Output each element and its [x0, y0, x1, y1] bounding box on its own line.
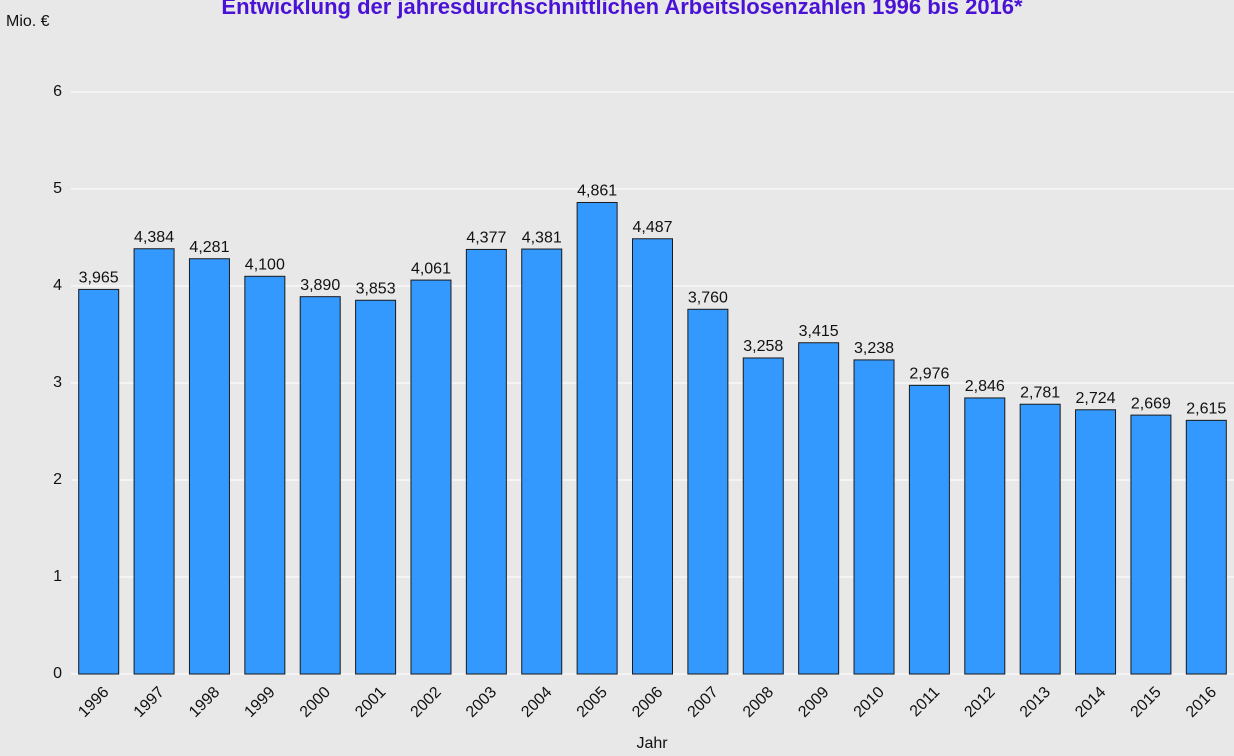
value-label: 4,281	[189, 239, 229, 256]
value-label: 4,861	[577, 183, 617, 200]
value-label: 3,965	[79, 270, 119, 287]
value-label: 4,384	[134, 229, 174, 246]
bar	[964, 397, 1006, 675]
value-label: 4,100	[245, 257, 285, 274]
value-label: 3,890	[300, 277, 340, 294]
chart-title: Entwicklung der jahresdurchschnittlichen…	[221, 0, 1023, 19]
bar	[188, 258, 230, 675]
value-label: 2,781	[1020, 384, 1060, 401]
bar	[1075, 409, 1117, 675]
bar	[853, 359, 895, 675]
bar	[521, 248, 563, 675]
bar	[1019, 403, 1061, 675]
y-tick-label: 2	[53, 471, 62, 488]
value-label: 4,381	[522, 229, 562, 246]
value-label: 2,724	[1076, 390, 1116, 407]
value-label: 3,760	[688, 289, 728, 306]
bar	[465, 248, 507, 675]
y-tick-label: 6	[53, 83, 62, 100]
bar	[798, 342, 840, 675]
x-axis-label: Jahr	[636, 735, 668, 752]
y-axis-label: Mio. €	[6, 13, 50, 30]
bar	[632, 238, 673, 675]
bar	[576, 201, 618, 675]
bar	[133, 248, 175, 675]
bar	[1130, 414, 1172, 675]
value-label: 2,846	[965, 378, 1005, 395]
y-tick-label: 5	[53, 180, 62, 197]
value-label: 3,415	[799, 323, 839, 340]
value-label: 4,377	[466, 230, 506, 247]
value-label: 3,238	[854, 340, 894, 357]
bar	[299, 296, 341, 675]
bar	[410, 279, 452, 675]
y-tick-label: 1	[53, 568, 62, 585]
value-label: 3,853	[356, 280, 396, 297]
bar	[687, 308, 729, 675]
bar	[908, 384, 950, 675]
y-tick-label: 4	[53, 277, 62, 294]
value-label: 4,487	[632, 219, 672, 236]
value-label: 2,976	[909, 366, 949, 383]
bar	[742, 357, 784, 675]
bar	[1185, 419, 1227, 675]
y-tick-label: 0	[53, 665, 62, 682]
value-label: 2,615	[1186, 401, 1226, 418]
value-label: 2,669	[1131, 395, 1171, 412]
bar	[244, 275, 286, 675]
bar	[78, 288, 120, 675]
value-label: 3,258	[743, 338, 783, 355]
value-label: 4,061	[411, 260, 451, 277]
y-tick-label: 3	[53, 374, 62, 391]
bar	[355, 299, 397, 675]
